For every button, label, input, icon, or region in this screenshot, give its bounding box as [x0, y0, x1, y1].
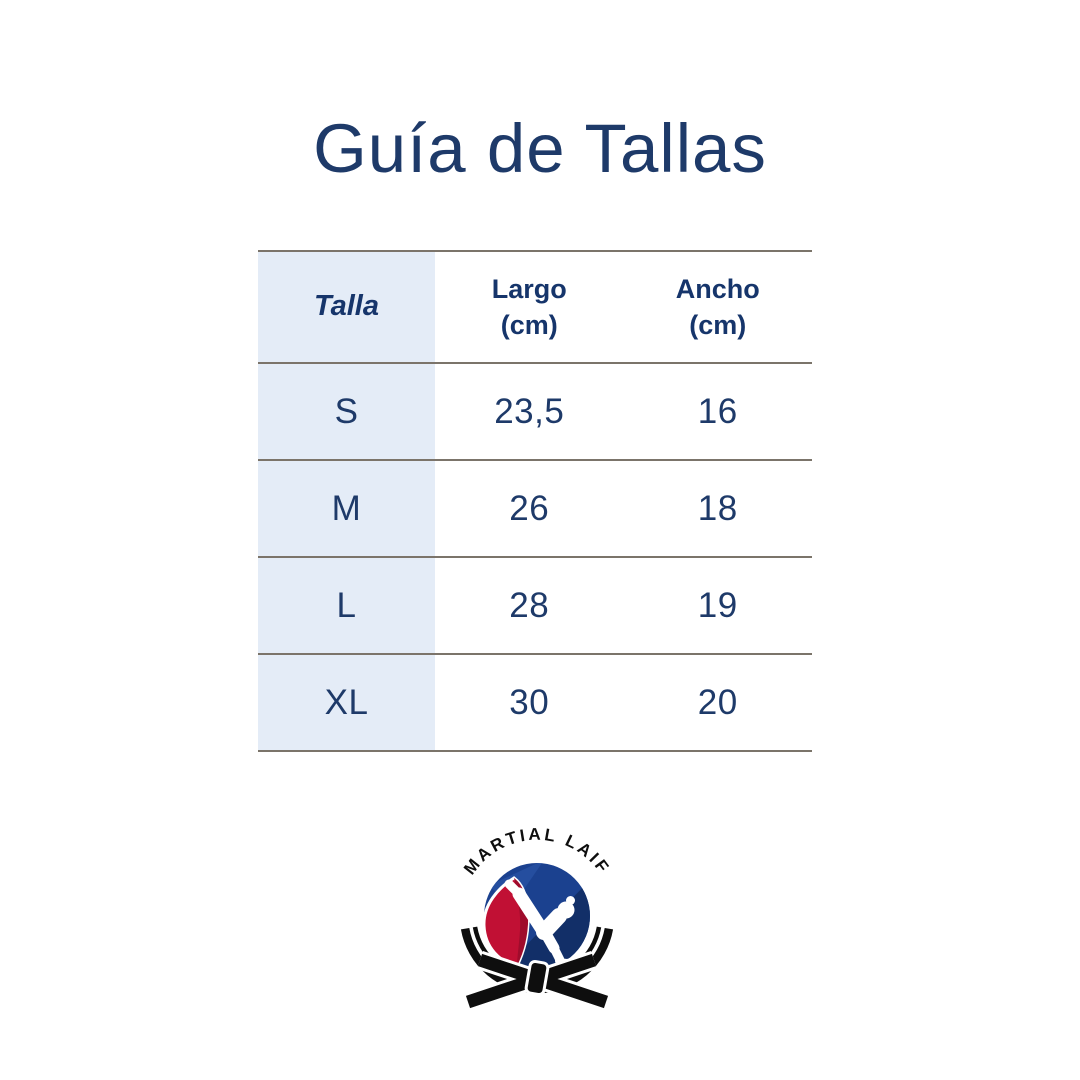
size-table: Talla Largo (cm) Ancho (cm) S 23,5 16 M … [258, 250, 812, 752]
header-talla-label: Talla [313, 290, 379, 323]
cell-row1-largo: 23,5 [435, 362, 624, 459]
page-title: Guía de Tallas [313, 110, 767, 187]
cell-row1-talla: S [258, 362, 435, 459]
cell-row2-ancho: 18 [623, 459, 812, 556]
cell-row4-talla: XL [258, 653, 435, 750]
belt-knot [524, 959, 550, 997]
kicking-figure-silhouette [504, 879, 570, 965]
cell-row3-talla: L [258, 556, 435, 653]
cell-row4-ancho: 20 [623, 653, 812, 750]
cell-row3-ancho: 19 [623, 556, 812, 653]
table-header-ancho: Ancho (cm) [623, 250, 812, 362]
cell-row2-largo: 26 [435, 459, 624, 556]
cell-row1-ancho: 16 [623, 362, 812, 459]
header-ancho-label: Ancho [675, 273, 760, 304]
cell-row3-largo: 28 [435, 556, 624, 653]
cell-row4-largo: 30 [435, 653, 624, 750]
table-header-talla: Talla [258, 250, 435, 362]
header-ancho-unit: (cm) [689, 310, 747, 340]
table-header-largo: Largo (cm) [435, 250, 624, 362]
header-largo-label: Largo [491, 273, 567, 304]
martial-laif-logo: MARTIAL LAIF [430, 810, 650, 1030]
cell-row2-talla: M [258, 459, 435, 556]
taekwondo-kick-figure-icon: MARTIAL LAIF [458, 825, 616, 1012]
header-largo-unit: (cm) [500, 310, 558, 340]
